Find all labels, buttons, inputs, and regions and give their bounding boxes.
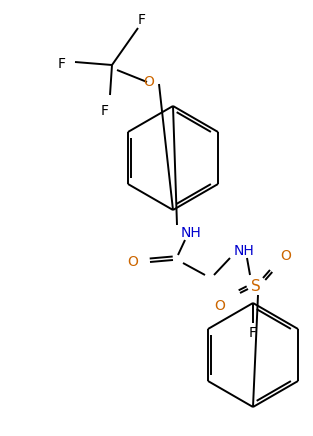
Text: F: F	[249, 326, 257, 340]
Text: NH: NH	[181, 226, 201, 240]
Text: O: O	[215, 299, 225, 313]
Text: O: O	[280, 249, 291, 263]
Text: O: O	[128, 255, 138, 269]
Text: F: F	[58, 57, 66, 71]
Text: S: S	[251, 279, 261, 293]
Text: O: O	[144, 75, 154, 89]
Text: NH: NH	[233, 244, 254, 258]
Text: F: F	[138, 13, 146, 27]
Text: F: F	[101, 104, 109, 118]
